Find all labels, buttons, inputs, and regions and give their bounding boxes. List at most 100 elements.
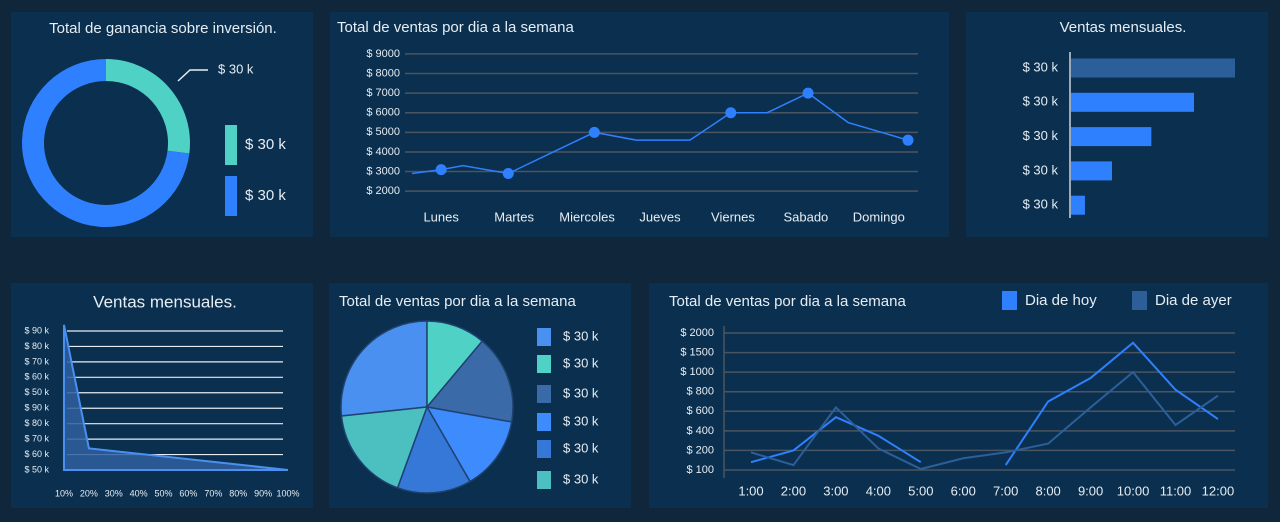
y-tick-label: $ 4000 xyxy=(366,146,400,158)
legend-label: $ 30 k xyxy=(245,136,286,153)
y-tick-label: $ 30 k xyxy=(1023,59,1059,74)
x-tick-label: 2:00 xyxy=(781,483,806,498)
pie-slice xyxy=(396,405,472,494)
x-tick-label: 30% xyxy=(105,488,123,498)
y-tick-label: $ 9000 xyxy=(366,48,400,60)
y-tick-label: $ 200 xyxy=(686,444,714,456)
chart-title: Total de ventas por dia a la semana xyxy=(669,293,906,310)
x-tick-label: 70% xyxy=(204,488,222,498)
y-tick-label: $ 6000 xyxy=(366,107,400,119)
y-tick-label: $ 30 k xyxy=(1023,94,1059,109)
x-tick-label: 1:00 xyxy=(738,483,763,498)
x-tick-label: Domingo xyxy=(853,209,905,224)
legend-label: Dia de ayer xyxy=(1155,292,1232,309)
panel xyxy=(649,283,1268,508)
y-tick-label: $ 1500 xyxy=(680,346,714,358)
y-tick-label: $ 50 k xyxy=(24,387,49,397)
y-tick-label: $ 400 xyxy=(686,425,714,437)
y-tick-label: $ 100 xyxy=(686,464,714,476)
x-tick-label: 10:00 xyxy=(1117,483,1150,498)
pie-slice xyxy=(425,340,514,423)
panel xyxy=(966,12,1268,237)
line xyxy=(750,341,1219,466)
legend-label: $ 30 k xyxy=(563,413,599,428)
point xyxy=(725,107,737,119)
annotation: $ 30 k xyxy=(218,61,254,76)
bar xyxy=(1071,58,1235,78)
x-tick-label: Viernes xyxy=(711,209,755,224)
legend-swatch xyxy=(537,471,551,489)
legend-label: $ 30 k xyxy=(563,355,599,370)
x-tick-label: 50% xyxy=(155,488,173,498)
legend-label: $ 30 k xyxy=(563,385,599,400)
legend-swatch xyxy=(537,440,551,458)
legend-swatch xyxy=(537,355,551,373)
x-tick-label: Jueves xyxy=(639,209,681,224)
chart-title: Ventas mensuales. xyxy=(1060,19,1187,36)
x-tick-label: 3:00 xyxy=(823,483,848,498)
x-tick-label: 8:00 xyxy=(1035,483,1060,498)
legend-swatch xyxy=(1132,291,1147,310)
y-tick-label: $ 1000 xyxy=(680,366,714,378)
x-tick-label: 12:00 xyxy=(1202,483,1235,498)
line xyxy=(411,92,909,175)
x-tick-label: 4:00 xyxy=(866,483,891,498)
point xyxy=(802,87,814,99)
x-tick-label: 100% xyxy=(276,488,299,498)
legend-label: $ 30 k xyxy=(245,187,286,204)
y-tick-label: $ 80 k xyxy=(24,418,49,428)
legend-label: $ 30 k xyxy=(563,328,599,343)
x-tick-label: Martes xyxy=(494,209,534,224)
line xyxy=(750,370,1219,471)
y-tick-label: $ 30 k xyxy=(1023,197,1059,212)
y-tick-label: $ 70 k xyxy=(24,356,49,366)
pie-slice xyxy=(340,406,429,489)
point xyxy=(902,134,914,146)
y-tick-label: $ 90 k xyxy=(24,403,49,413)
x-tick-label: 60% xyxy=(179,488,197,498)
legend-label: $ 30 k xyxy=(563,471,599,486)
point xyxy=(502,168,514,180)
x-tick-label: 40% xyxy=(130,488,148,498)
y-tick-label: $ 60 k xyxy=(24,372,49,382)
legend-swatch xyxy=(225,176,237,216)
annotation-line xyxy=(177,69,208,82)
legend-swatch xyxy=(225,125,237,165)
chart-title: Ventas mensuales. xyxy=(93,292,237,311)
x-tick-label: Miercoles xyxy=(559,209,615,224)
point xyxy=(588,126,600,138)
x-tick-label: Lunes xyxy=(423,209,459,224)
x-tick-label: 5:00 xyxy=(908,483,933,498)
x-tick-label: 9:00 xyxy=(1078,483,1103,498)
x-tick-label: 6:00 xyxy=(951,483,976,498)
y-tick-label: $ 70 k xyxy=(24,433,49,443)
bar xyxy=(1071,195,1085,215)
y-tick-label: $ 2000 xyxy=(366,185,400,197)
y-tick-label: $ 800 xyxy=(686,386,714,398)
legend-swatch xyxy=(537,328,551,346)
x-tick-label: 11:00 xyxy=(1160,483,1192,498)
legend-label: $ 30 k xyxy=(563,440,599,455)
y-tick-label: $ 80 k xyxy=(24,341,49,351)
y-tick-label: $ 2000 xyxy=(680,327,714,339)
donut-segment xyxy=(106,59,191,154)
panel xyxy=(11,283,313,508)
legend-swatch xyxy=(537,385,551,403)
point xyxy=(435,164,447,176)
y-tick-label: $ 50 k xyxy=(24,464,49,474)
y-tick-label: $ 7000 xyxy=(366,87,400,99)
legend-label: Dia de hoy xyxy=(1025,292,1097,309)
chart-title: Total de ventas por dia a la semana xyxy=(337,19,574,36)
y-tick-label: $ 600 xyxy=(686,405,714,417)
bar xyxy=(1071,92,1194,112)
y-tick-label: $ 30 k xyxy=(1023,162,1059,177)
bar xyxy=(1071,127,1152,147)
pie-slice xyxy=(425,405,513,483)
pie-slice xyxy=(340,320,428,417)
x-tick-label: Sabado xyxy=(783,209,828,224)
x-tick-label: 7:00 xyxy=(993,483,1018,498)
y-tick-label: $ 30 k xyxy=(1023,128,1059,143)
x-tick-label: 20% xyxy=(80,488,98,498)
y-tick-label: $ 90 k xyxy=(24,325,49,335)
